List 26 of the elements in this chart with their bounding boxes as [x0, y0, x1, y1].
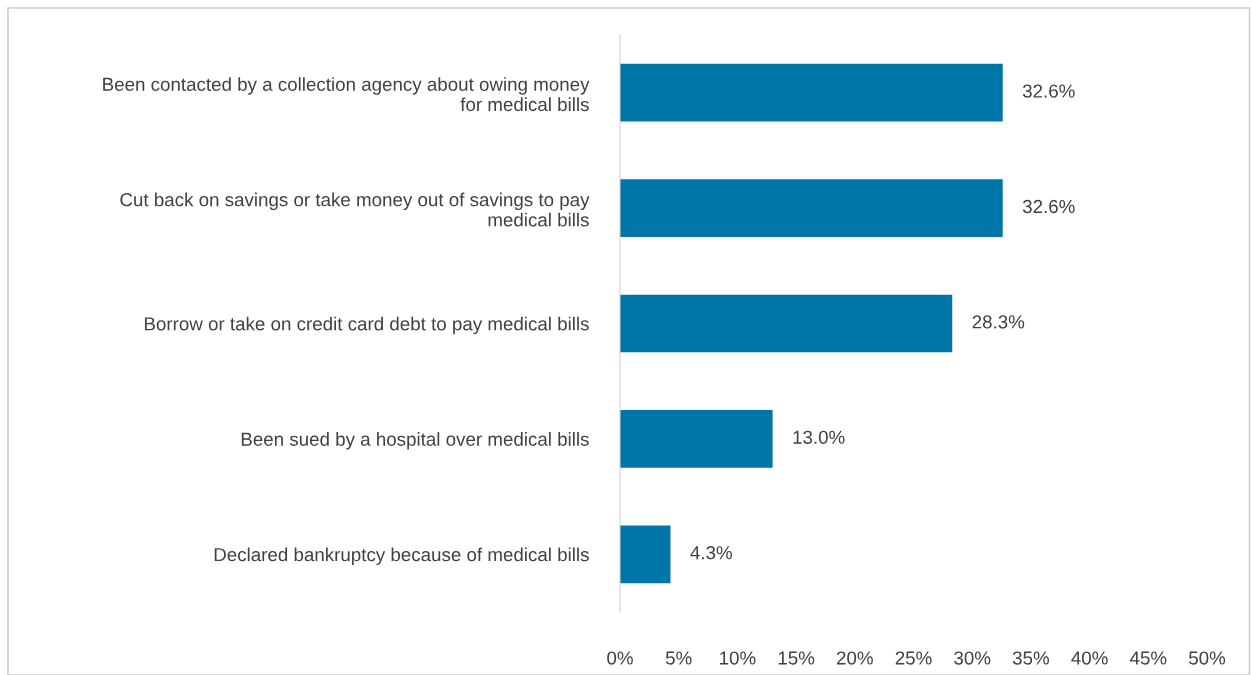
x-tick-label: 45%: [1129, 651, 1167, 665]
bar: [620, 410, 773, 468]
x-tick-label: 20%: [836, 651, 873, 665]
x-tick-label: 30%: [954, 651, 991, 665]
x-tick-label: 10%: [720, 651, 756, 665]
x-tick-label: 40%: [1071, 651, 1108, 665]
bar: [620, 63, 1003, 122]
data-label: 13.0%: [793, 430, 845, 444]
x-tick-label: 0%: [607, 651, 633, 665]
data-label: 32.6%: [1022, 84, 1075, 98]
y-tick-label: Been sued by a hospital over medical bills: [241, 432, 589, 450]
x-tick-label: 15%: [778, 651, 815, 665]
x-tick-label: 50%: [1188, 651, 1226, 665]
x-tick-label: 35%: [1012, 651, 1049, 665]
y-tick-label: Declared bankruptcy because of medical bills: [214, 547, 589, 565]
bar: [620, 525, 671, 584]
x-tick-label: 25%: [895, 651, 932, 665]
x-tick-label: 5%: [665, 651, 692, 665]
y-tick-label: Borrow or take on credit card debt to pay medical bills: [144, 316, 589, 335]
y-tick-label: Been contacted by a collection agency about owing money for medical bills: [103, 77, 590, 112]
bar: [620, 294, 953, 353]
data-label: 4.3%: [690, 546, 732, 560]
bar: [620, 179, 1003, 237]
y-tick-label: Cut back on savings or take money out of savings to pay medical bills: [120, 192, 590, 227]
data-label: 32.6%: [1022, 199, 1075, 214]
data-label: 28.3%: [972, 315, 1025, 329]
